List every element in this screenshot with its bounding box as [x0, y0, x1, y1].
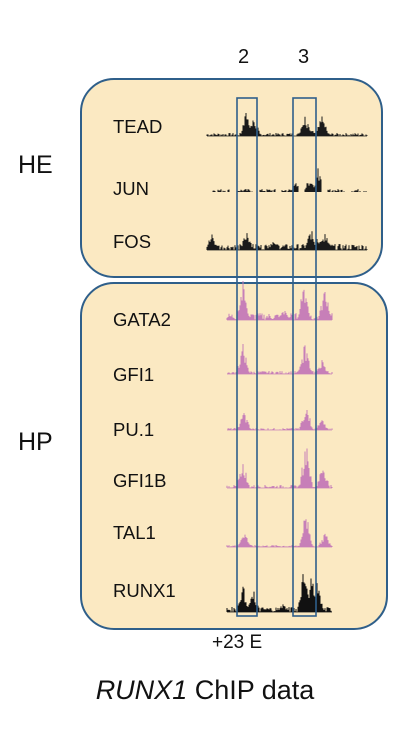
region-box-3: [292, 97, 317, 617]
caption-text: ChIP data: [187, 675, 315, 705]
signal-track-4: [227, 343, 333, 375]
caption-gene: RUNX1: [95, 675, 188, 705]
track-label-runx1: RUNX1: [113, 580, 176, 601]
caption: RUNX1 ChIP data: [0, 675, 410, 706]
he-panel: [80, 78, 383, 278]
region-box-2: [236, 97, 258, 617]
track-label-gata2: GATA2: [113, 309, 171, 330]
column-label-3: 3: [298, 46, 310, 68]
signal-track-8: [226, 574, 332, 613]
track-label-gfi1: GFI1: [113, 364, 155, 385]
hp-panel: [80, 282, 388, 630]
signal-track-3: [226, 280, 333, 321]
track-label-jun: JUN: [113, 178, 149, 199]
track-label-fos: FOS: [113, 231, 152, 252]
column-label-2: 2: [238, 46, 250, 68]
group-label-hp: HP: [18, 428, 53, 456]
enhancer-label: +23 E: [212, 632, 263, 653]
signal-track-7: [226, 519, 333, 548]
track-label-tead: TEAD: [113, 116, 163, 137]
signal-track-5: [227, 409, 333, 431]
track-label-tal1: TAL1: [113, 522, 156, 543]
signal-track-6: [226, 448, 333, 489]
track-label-gfi1b: GFI1B: [113, 470, 167, 491]
track-label-pu1: PU.1: [113, 419, 155, 440]
signal-track-0: [206, 113, 368, 137]
signal-track-1: [212, 168, 367, 192]
group-label-he: HE: [18, 151, 53, 179]
signal-track-2: [206, 231, 368, 251]
